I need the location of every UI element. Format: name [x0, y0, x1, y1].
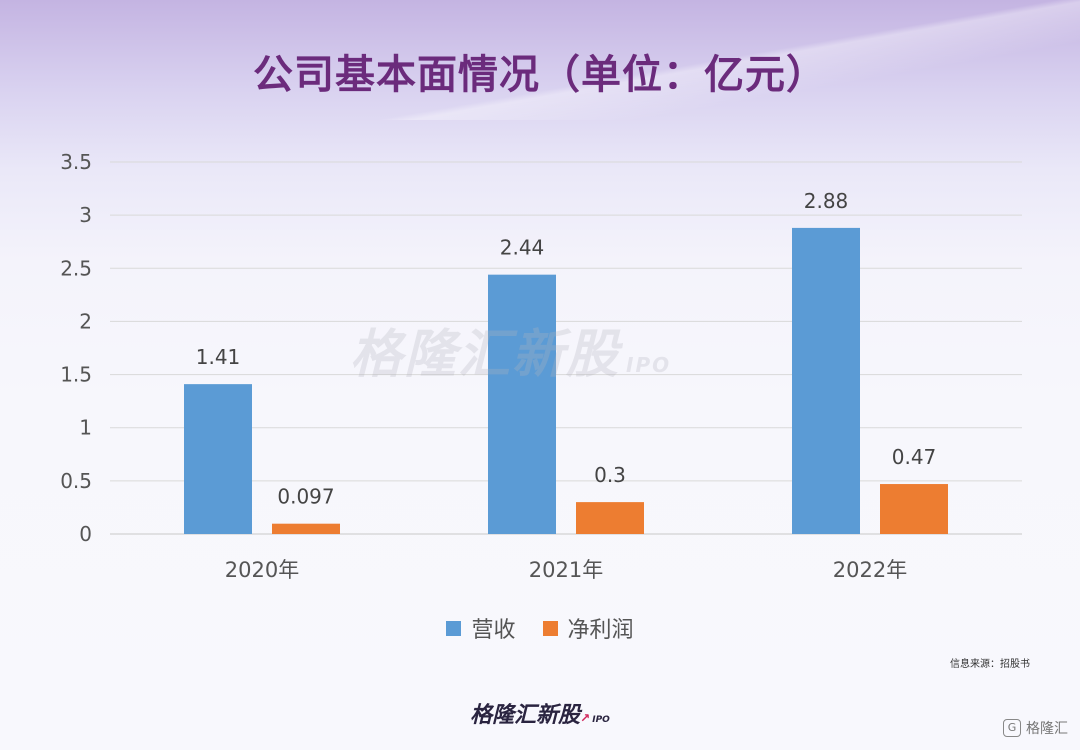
gelonghui-logo-icon: G: [1003, 719, 1021, 737]
chart-title: 公司基本面情况（单位：亿元）: [253, 51, 827, 98]
y-tick-label: 1.5: [60, 363, 92, 387]
y-tick-label: 3.5: [60, 150, 92, 174]
footer-brand-suffix: IPO: [592, 715, 610, 725]
watermark-text: 格隆汇新股: [350, 325, 621, 385]
legend-swatch-net-profit: [542, 620, 558, 636]
watermark-suffix: IPO: [626, 353, 672, 377]
bar-net-profit: [880, 484, 948, 534]
footer-brand-text: 格隆汇新股: [470, 703, 581, 728]
y-tick-label: 3: [79, 203, 92, 227]
corner-logo: G 格隆汇: [1003, 718, 1068, 738]
corner-logo-text: 格隆汇: [1026, 721, 1068, 737]
trend-arrow-icon: ↗: [580, 711, 591, 725]
bar-net-profit: [576, 502, 644, 534]
data-label: 0.3: [594, 463, 626, 487]
legend-label-net-profit: 净利润: [567, 618, 634, 643]
y-tick-label: 0.5: [60, 469, 92, 493]
legend-label-revenue: 营收: [471, 618, 516, 643]
y-tick-label: 2.5: [60, 256, 92, 280]
chart-legend: 营收 净利润: [0, 612, 1080, 644]
bar-net-profit: [272, 523, 340, 534]
header-band: [0, 0, 1080, 120]
y-tick-label: 0: [79, 522, 92, 546]
footer-brand: 格隆汇新股↗ IPO: [0, 697, 1080, 729]
data-label: 1.41: [196, 345, 241, 369]
legend-item-net-profit: 净利润: [542, 612, 634, 644]
x-tick-label: 2022年: [833, 558, 907, 582]
data-label: 0.47: [892, 445, 937, 469]
bar-revenue: [184, 384, 252, 534]
bar-chart: 0 0.5 1 1.5 2 2.5 3 3.5 1.41 0.097 2020年 2.44 0.3 202…: [60, 150, 1022, 582]
source-note: 信息来源：招股书: [950, 659, 1030, 670]
bar-revenue: [488, 274, 556, 534]
data-label: 2.88: [804, 189, 849, 213]
legend-swatch-revenue: [446, 620, 462, 636]
data-label: 2.44: [500, 236, 545, 260]
x-tick-label: 2020年: [225, 558, 299, 582]
bar-revenue: [792, 227, 860, 534]
y-tick-label: 1: [79, 416, 92, 440]
legend-item-revenue: 营收: [446, 612, 516, 644]
x-tick-label: 2021年: [529, 558, 603, 582]
y-tick-label: 2: [79, 309, 92, 333]
data-label: 0.097: [277, 485, 334, 509]
watermark: 格隆汇新股 IPO: [350, 312, 671, 387]
